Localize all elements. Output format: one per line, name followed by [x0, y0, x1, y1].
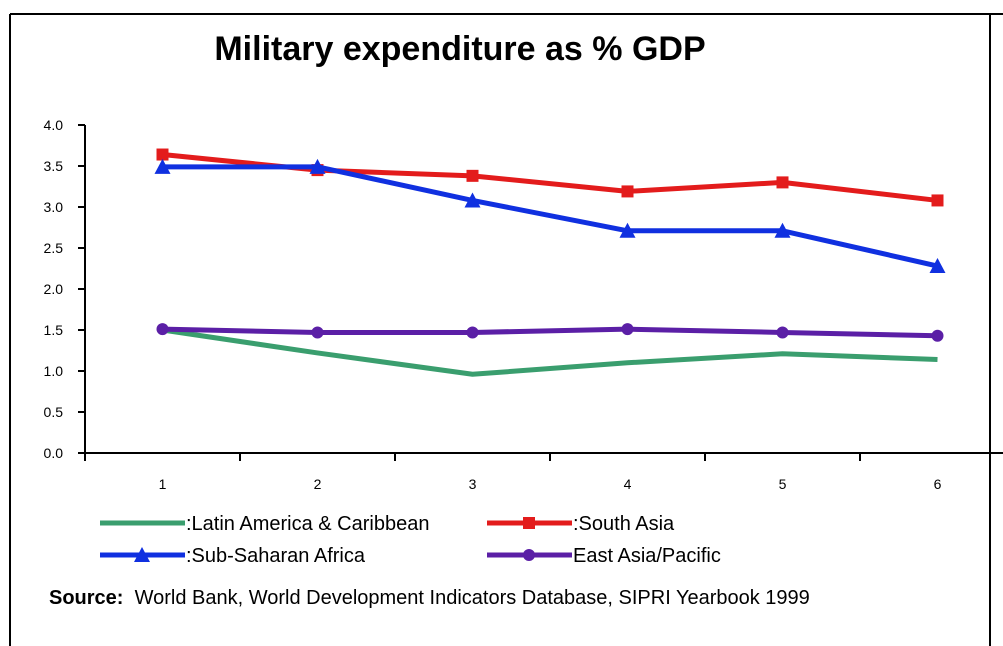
y-tick-label: 3.5: [44, 158, 64, 174]
x-tick-label: 2: [314, 476, 322, 492]
series-1: [156, 148, 944, 207]
data-point: [466, 169, 479, 182]
legend-item: :Latin America & Caribbean: [100, 513, 429, 535]
data-point: [931, 194, 944, 207]
data-point: [154, 158, 171, 174]
data-point: [464, 192, 481, 208]
y-tick-label: 0.5: [44, 404, 64, 420]
source-text: World Bank, World Development Indicators…: [134, 587, 810, 609]
legend-marker: [523, 549, 535, 561]
x-tick-label: 5: [779, 476, 787, 492]
data-point: [311, 326, 324, 339]
legend-label: :Sub-Saharan Africa: [186, 545, 366, 567]
data-point: [931, 329, 944, 342]
source-label: Source:: [49, 587, 124, 609]
x-tick-label: 1: [159, 476, 167, 492]
legend-label: East Asia/Pacific: [573, 545, 721, 567]
x-tick-label: 6: [934, 476, 942, 492]
data-point: [776, 176, 789, 189]
data-point: [621, 323, 634, 336]
y-tick-label: 0.0: [44, 445, 64, 461]
series-line: [162, 326, 938, 339]
series-0: [162, 327, 938, 377]
series-3: [156, 323, 944, 342]
x-tick-label: 3: [469, 476, 477, 492]
legend-item: East Asia/Pacific: [487, 545, 721, 567]
series-line: [162, 152, 938, 203]
y-tick-label: 2.5: [44, 240, 64, 256]
series-2: [154, 158, 946, 274]
legend-marker: [134, 547, 150, 562]
legend-item: :Sub-Saharan Africa: [100, 545, 366, 567]
y-tick-label: 4.0: [44, 117, 64, 133]
y-tick-label: 1.5: [44, 322, 64, 338]
y-tick-label: 2.0: [44, 281, 64, 297]
legend: :Latin America & Caribbean :South Asia :Su…: [100, 513, 721, 567]
data-point: [619, 222, 636, 238]
data-point: [309, 158, 326, 174]
legend-marker: [523, 517, 535, 529]
legend-item: :South Asia: [487, 513, 675, 535]
y-tick-label: 3.0: [44, 199, 64, 215]
data-point: [929, 258, 946, 274]
data-point: [156, 323, 169, 336]
data-point: [776, 326, 789, 339]
data-point: [156, 148, 169, 161]
legend-label: :South Asia: [573, 513, 675, 535]
chart-title: Military expenditure as % GDP: [214, 30, 705, 68]
axes: 0.0 0.5 1.0 1.5 2.0 2.5 3.0 3.5 4.0 1 2 3 4 5 6: [44, 117, 1003, 492]
source-note: Source: World Bank, World Development In…: [49, 584, 869, 612]
legend-label: :Latin America & Caribbean: [186, 513, 429, 535]
data-point: [774, 222, 791, 238]
y-tick-label: 1.0: [44, 363, 64, 379]
series-line: [162, 164, 939, 269]
series-layer: [154, 148, 946, 377]
data-point: [466, 326, 479, 339]
series-line: [162, 327, 938, 377]
data-point: [621, 185, 634, 198]
x-tick-label: 4: [624, 476, 632, 492]
